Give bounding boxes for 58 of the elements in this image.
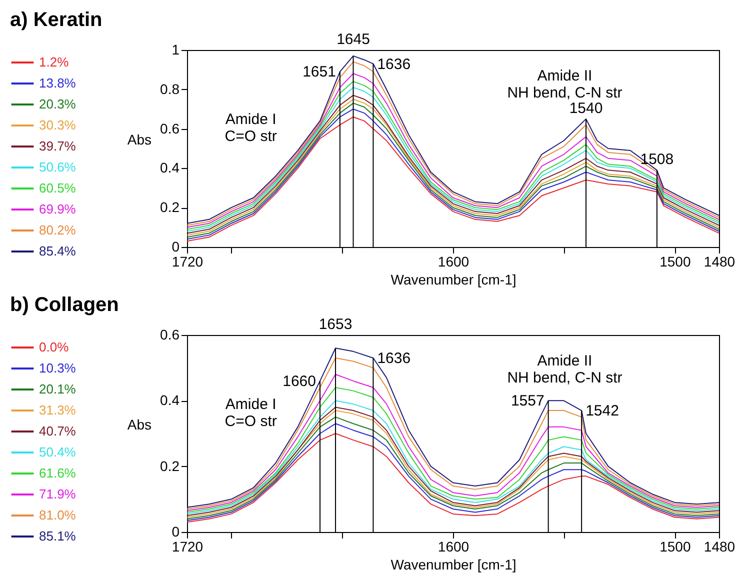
x-tick-label: 1500 (660, 254, 691, 270)
legend-label: 10.3% (39, 360, 76, 376)
legend-label: 50.4% (39, 444, 76, 460)
x-tick-label: 1600 (438, 538, 470, 554)
ref-line-label: 1660 (282, 372, 316, 390)
legend-label: 60.5% (39, 180, 76, 196)
y-tick-label: 1 (172, 42, 180, 58)
legend-label: 80.2% (39, 222, 76, 238)
y-tick-label: 0.2 (160, 458, 180, 474)
y-tick-label: 0.6 (160, 326, 180, 342)
chart-title: b) Collagen (10, 294, 119, 316)
annotation: Amide I C=O str (224, 396, 277, 430)
y-tick-label: 0 (172, 524, 180, 540)
y-tick-label: 0.4 (160, 160, 180, 176)
annotation: Amide II NH bend, C-N str (507, 352, 622, 387)
y-tick-label: 0.2 (160, 199, 180, 216)
annotation: Amide II NH bend, C-N str (507, 68, 622, 102)
ref-line-label: 1542 (586, 402, 619, 420)
legend-label: 85.4% (39, 244, 76, 258)
legend-label: 71.9% (39, 486, 76, 502)
legend-label: 13.8% (39, 76, 76, 90)
x-tick-label: 1480 (704, 538, 736, 554)
ref-line-label: 1653 (318, 316, 352, 333)
ref-line-label: 1636 (377, 350, 411, 367)
y-tick-label: 0.6 (160, 120, 180, 136)
x-tick-label: 1500 (660, 538, 691, 554)
legend-label: 85.1% (39, 528, 76, 544)
x-axis-title: Wavenumber [cm-1] (390, 272, 516, 288)
annotation: Amide I C=O str (224, 110, 277, 145)
x-tick-label: 1600 (438, 254, 470, 270)
legend-label: 30.3% (39, 118, 76, 132)
legend-label: 50.6% (39, 160, 76, 174)
x-tick-label: 1720 (172, 538, 204, 554)
legend-label: 81.0% (39, 508, 76, 522)
legend-label: 20.3% (39, 96, 76, 112)
ref-line-label: 1540 (569, 100, 603, 117)
legend-label: 31.3% (39, 402, 76, 418)
ref-line-label: 1651 (302, 64, 336, 81)
legend-label: 40.7% (39, 424, 76, 438)
ref-line-label: 1636 (377, 56, 411, 73)
y-axis-title: Abs (127, 416, 152, 432)
text: 0.0% (39, 340, 70, 354)
chart-title: a) Keratin (10, 9, 102, 31)
x-tick-label: 1480 (704, 254, 736, 270)
ref-line-label: 1557 (510, 392, 544, 410)
x-tick-label: 1720 (172, 254, 204, 270)
legend-label: 20.1% (39, 382, 76, 396)
y-tick-label: 0.4 (160, 392, 180, 408)
y-tick-label: 0.8 (160, 80, 180, 97)
legend-label: 69.9% (39, 202, 76, 216)
ref-line-label: 1508 (640, 151, 674, 168)
legend-label: 39.7% (39, 138, 76, 154)
ref-line-label: 1645 (336, 31, 370, 48)
x-axis-title: Wavenumber [cm-1] (390, 556, 516, 572)
legend-label: 61.6% (39, 466, 76, 480)
y-tick-label: 0 (172, 238, 180, 254)
legend-label: 1.2% (39, 54, 70, 70)
y-axis-title: Abs (127, 132, 152, 148)
